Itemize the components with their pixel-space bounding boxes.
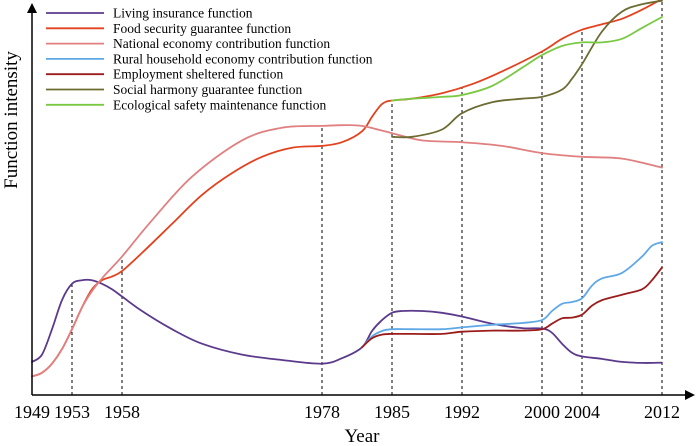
legend-label-3: National economy contribution function: [113, 36, 330, 51]
series-line-7: [391, 16, 663, 102]
series-lines: [31, 0, 663, 378]
legend-label-5: Employment sheltered function: [113, 67, 283, 82]
legend-label-6: Social harmony guarantee function: [113, 82, 303, 97]
x-axis-title: Year: [344, 426, 380, 446]
series-line-6: [391, 0, 663, 139]
series-line-5: [361, 266, 663, 349]
vertical-guide-lines: [71, 0, 663, 395]
y-axis-title: Function intensity: [1, 51, 22, 189]
series-line-4: [361, 241, 663, 349]
legend-label-4: Rural household economy contribution fun…: [113, 51, 373, 66]
x-tick-label-1949: 1949: [14, 402, 50, 422]
legend-label-2: Food security guarantee function: [113, 21, 291, 36]
x-tick-label-1953: 1953: [54, 402, 90, 422]
x-tick-label-1978: 1978: [304, 402, 340, 422]
x-tick-label-2004: 2004: [564, 402, 600, 422]
x-tick-label-1958: 1958: [104, 402, 140, 422]
x-tick-label-1985: 1985: [374, 402, 410, 422]
series-line-3: [31, 124, 663, 378]
x-tick-label-2000: 2000: [524, 402, 560, 422]
x-tick-label-1992: 1992: [444, 402, 480, 422]
x-tick-labels: 1949 1953 1958 1978 1985 1992 2000 2004 2012: [14, 402, 680, 422]
legend-label-7: Ecological safety maintenance function: [113, 97, 327, 112]
legend-label-1: Living insurance function: [113, 6, 253, 21]
x-tick-label-2012: 2012: [644, 402, 680, 422]
series-line-1: [31, 278, 663, 365]
